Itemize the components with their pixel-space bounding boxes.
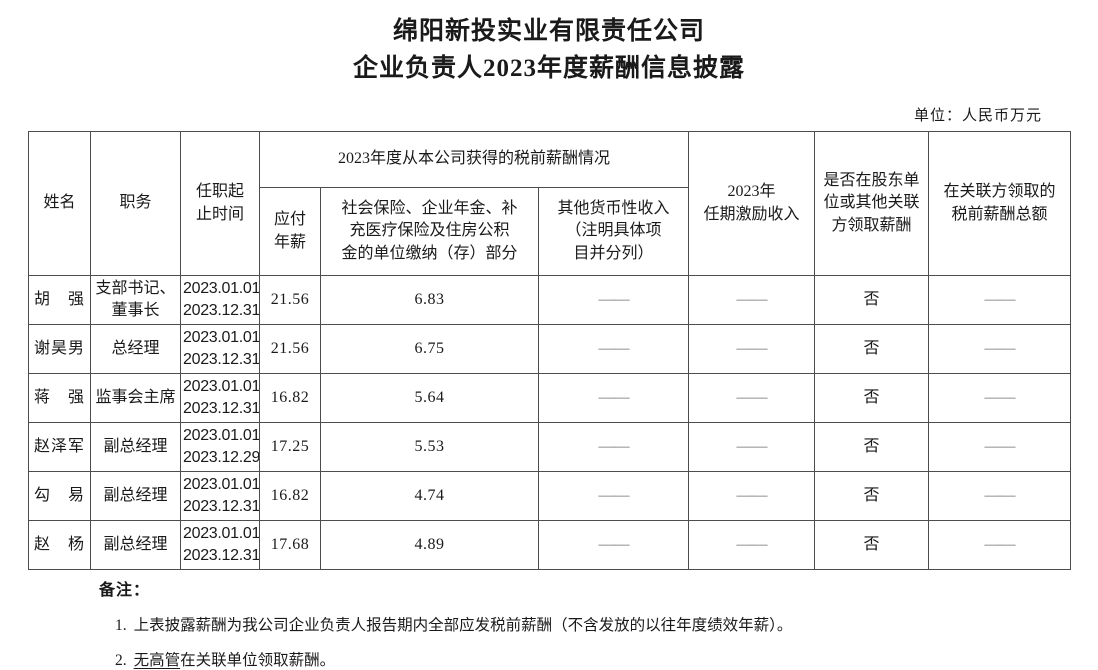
- header-position: 职务: [90, 131, 181, 276]
- note-2-text: 在关联单位领取薪酬。: [180, 652, 336, 669]
- cell-annual-salary: 17.68: [259, 520, 321, 570]
- cell-term: 2023.01.01- 2023.12.29: [180, 422, 260, 472]
- cell-related-party-flag: 否: [814, 373, 930, 423]
- cell-incentive: ——: [688, 471, 816, 521]
- cell-related-party-total: ——: [928, 422, 1072, 472]
- cell-name: 胡 强: [28, 275, 91, 325]
- cell-name: 勾 易: [28, 471, 91, 521]
- cell-incentive: ——: [688, 520, 816, 570]
- cell-related-party-flag: 否: [814, 422, 930, 472]
- cell-related-party-flag: 否: [814, 275, 930, 325]
- cell-annual-salary: 17.25: [259, 422, 321, 472]
- cell-other-income: ——: [537, 422, 690, 472]
- cell-term: 2023.01.01- 2023.12.31: [180, 324, 260, 374]
- header-related-party-flag: 是否在股东单 位或其他关联 方领取薪酬: [814, 131, 930, 276]
- table-row: 勾 易 副总经理 2023.01.01- 2023.12.31 16.82 4.…: [28, 471, 1072, 521]
- cell-annual-salary: 21.56: [259, 324, 321, 374]
- header-social-insurance: 社会保险、企业年金、补 充医疗保险及住房公积 金的单位缴纳（存）部分: [320, 187, 539, 276]
- note-1-number: 1.: [115, 617, 127, 634]
- title-line-2: 企业负责人2023年度薪酬信息披露: [352, 55, 745, 82]
- cell-other-income: ——: [537, 275, 690, 325]
- title-line-1: 绵阳新投实业有限责任公司: [392, 18, 705, 45]
- cell-social-insurance: 6.75: [320, 324, 539, 374]
- cell-name: 赵泽军: [28, 422, 91, 472]
- document-title: 绵阳新投实业有限责任公司 企业负责人2023年度薪酬信息披露: [0, 13, 1098, 87]
- cell-social-insurance: 4.89: [320, 520, 539, 570]
- cell-related-party-flag: 否: [814, 324, 930, 374]
- note-2-number: 2.: [115, 652, 127, 669]
- header-other-income: 其他货币性收入 （注明具体项 目并分列）: [537, 187, 690, 276]
- cell-related-party-total: ——: [928, 324, 1072, 374]
- header-related-party-total: 在关联方领取的 税前薪酬总额: [928, 131, 1072, 276]
- cell-name: 蒋 强: [28, 373, 91, 423]
- cell-annual-salary: 16.82: [259, 373, 321, 423]
- cell-incentive: ——: [688, 422, 816, 472]
- header-term: 任职起 止时间: [180, 131, 260, 276]
- cell-position: 副总经理: [90, 471, 181, 521]
- cell-term: 2023.01.01- 2023.12.31: [180, 520, 260, 570]
- cell-annual-salary: 16.82: [259, 471, 321, 521]
- cell-position: 支部书记、 董事长: [90, 275, 181, 325]
- cell-term: 2023.01.01- 2023.12.31: [180, 373, 260, 423]
- note-2-underlined-text: 无高管: [133, 652, 181, 669]
- cell-name: 赵 杨: [28, 520, 91, 570]
- cell-other-income: ——: [537, 520, 690, 570]
- note-1-text: 上表披露薪酬为我公司企业负责人报告期内全部应发税前薪酬（不含发放的以往年度绩效年…: [133, 617, 793, 634]
- cell-related-party-total: ——: [928, 373, 1072, 423]
- table-row: 谢昊男 总经理 2023.01.01- 2023.12.31 21.56 6.7…: [28, 324, 1072, 374]
- cell-social-insurance: 6.83: [320, 275, 539, 325]
- cell-related-party-total: ——: [928, 520, 1072, 570]
- cell-other-income: ——: [537, 324, 690, 374]
- cell-position: 副总经理: [90, 422, 181, 472]
- table-row: 蒋 强 监事会主席 2023.01.01- 2023.12.31 16.82 5…: [28, 373, 1072, 423]
- salary-disclosure-table: 姓名 职务 任职起 止时间 2023年度从本公司获得的税前薪酬情况 2023年 …: [28, 131, 1072, 570]
- header-name: 姓名: [28, 131, 91, 276]
- cell-other-income: ——: [537, 471, 690, 521]
- header-annual-salary: 应付 年薪: [259, 187, 321, 276]
- unit-label: 单位：人民币万元: [913, 108, 1042, 124]
- note-item-1: 1. 上表披露薪酬为我公司企业负责人报告期内全部应发税前薪酬（不含发放的以往年度绩…: [115, 613, 1049, 635]
- cell-incentive: ——: [688, 324, 816, 374]
- cell-incentive: ——: [688, 275, 816, 325]
- table-row: 赵泽军 副总经理 2023.01.01- 2023.12.29 17.25 5.…: [28, 422, 1072, 472]
- cell-social-insurance: 5.53: [320, 422, 539, 472]
- table-row: 胡 强 支部书记、 董事长 2023.01.01- 2023.12.31 21.…: [28, 275, 1072, 325]
- header-incentive-income: 2023年 任期激励收入: [688, 131, 816, 276]
- header-group-pretax-salary: 2023年度从本公司获得的税前薪酬情况: [258, 131, 690, 188]
- cell-position: 监事会主席: [90, 373, 181, 423]
- cell-related-party-flag: 否: [814, 520, 930, 570]
- notes-label: 备注：: [99, 582, 151, 599]
- cell-name: 谢昊男: [28, 324, 91, 374]
- note-item-2: 2. 无高管在关联单位领取薪酬。: [115, 648, 1049, 670]
- cell-incentive: ——: [688, 373, 816, 423]
- cell-related-party-total: ——: [928, 275, 1072, 325]
- cell-social-insurance: 5.64: [320, 373, 539, 423]
- cell-term: 2023.01.01- 2023.12.31: [180, 471, 260, 521]
- cell-position: 副总经理: [90, 520, 181, 570]
- cell-position: 总经理: [90, 324, 181, 374]
- table-row: 赵 杨 副总经理 2023.01.01- 2023.12.31 17.68 4.…: [28, 520, 1072, 570]
- cell-social-insurance: 4.74: [320, 471, 539, 521]
- cell-annual-salary: 21.56: [259, 275, 321, 325]
- cell-term: 2023.01.01- 2023.12.31: [180, 275, 260, 325]
- cell-related-party-total: ——: [928, 471, 1072, 521]
- notes-section: 备注： 1. 上表披露薪酬为我公司企业负责人报告期内全部应发税前薪酬（不含发放的以…: [99, 576, 1049, 670]
- cell-related-party-flag: 否: [814, 471, 930, 521]
- cell-other-income: ——: [537, 373, 690, 423]
